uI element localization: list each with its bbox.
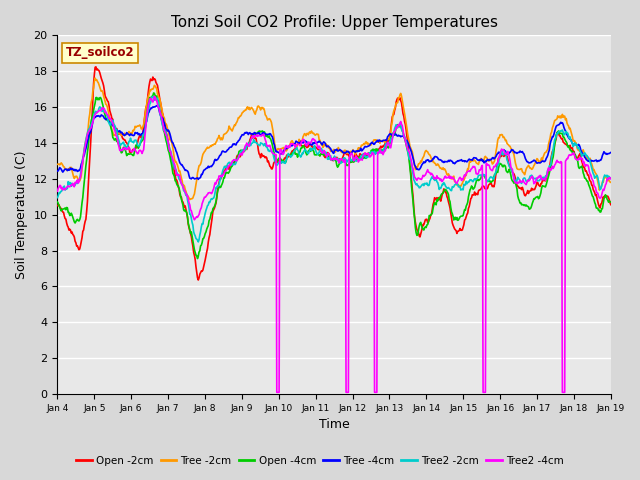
X-axis label: Time: Time xyxy=(319,419,349,432)
Legend: Open -2cm, Tree -2cm, Open -4cm, Tree -4cm, Tree2 -2cm, Tree2 -4cm: Open -2cm, Tree -2cm, Open -4cm, Tree -4… xyxy=(72,452,568,470)
Title: Tonzi Soil CO2 Profile: Upper Temperatures: Tonzi Soil CO2 Profile: Upper Temperatur… xyxy=(171,15,498,30)
Text: TZ_soilco2: TZ_soilco2 xyxy=(66,46,134,59)
Y-axis label: Soil Temperature (C): Soil Temperature (C) xyxy=(15,150,28,279)
